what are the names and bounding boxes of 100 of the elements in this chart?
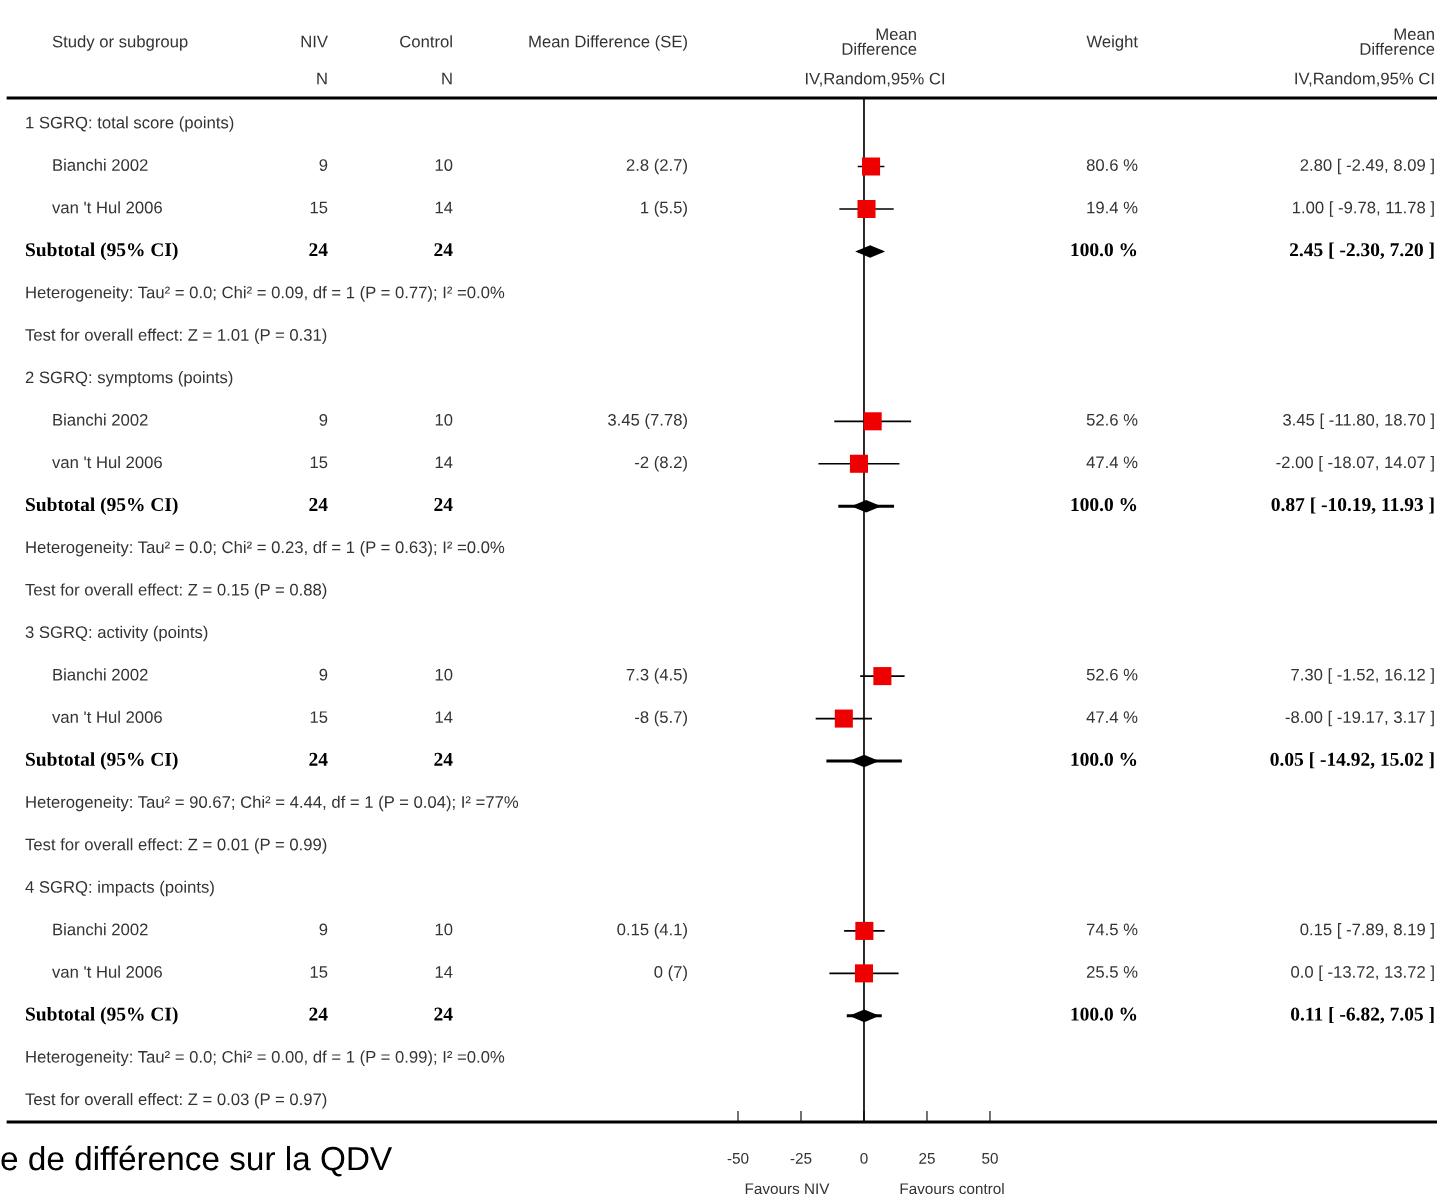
annotation: Subtotal (95% CI) <box>26 242 178 261</box>
annotation: 10 <box>435 159 453 171</box>
annotation: Subtotal (95% CI) <box>26 497 178 516</box>
annotation: 9 <box>319 413 328 426</box>
annotation: 24 <box>434 498 453 511</box>
annotation: 0.0 [ -13.72, 13.72 ] <box>1291 965 1434 982</box>
annotation: Test for overall effect: Z = 1.01 (P = 0.31) <box>25 328 327 345</box>
annotation: 74.5 % <box>1086 923 1138 936</box>
annotation: 0.11 [ -6.82, 7.05 ] <box>1291 1006 1434 1024</box>
annotation: -8 (5.7) <box>635 710 687 727</box>
text: e de différence sur la QDV <box>1 1145 393 1177</box>
point <box>849 454 868 473</box>
text: Mean Difference <box>1360 28 1435 55</box>
annotation: 24 <box>309 243 328 257</box>
annotation: 25.5 % <box>1086 966 1138 978</box>
annotation: 80.6 % <box>1086 159 1138 171</box>
annotation: 15 <box>310 711 328 724</box>
annotation: 0.15 (4.1) <box>617 923 687 939</box>
x-tick-label: 25 <box>919 1152 935 1164</box>
annotation: 15 <box>310 456 328 469</box>
annotation: 2 SGRQ: symptoms (points) <box>25 371 233 387</box>
annotation: 100.0 % <box>1071 752 1137 766</box>
annotation: 2.45 [ -2.30, 7.20 ] <box>1290 242 1434 260</box>
annotation: -2.00 [ -18.07, 14.07 ] <box>1276 455 1434 472</box>
annotation: Test for overall effect: Z = 0.03 (P = 0.97) <box>25 1092 327 1109</box>
text: N <box>317 72 327 85</box>
annotation: Heterogeneity: Tau² = 0.0; Chi² = 0.09, df = 1 (P = 0.77); I² =0.0% <box>26 286 505 302</box>
annotation: 7.30 [ -1.52, 16.12 ] <box>1291 668 1434 684</box>
annotation: 14 <box>435 456 453 469</box>
point <box>854 964 874 983</box>
annotation: 47.4 % <box>1086 456 1138 469</box>
point <box>873 667 892 686</box>
annotation: Heterogeneity: Tau² = 90.67; Chi² = 4.44, df = 1 (P = 0.04); I² =77% <box>26 795 519 812</box>
annotation: Bianchi 2002 <box>53 923 148 936</box>
text: IV,Random,95% CI <box>1295 72 1434 87</box>
point <box>862 157 881 176</box>
annotation: 0.87 [ -10.19, 11.93 ] <box>1271 497 1434 514</box>
annotation: Heterogeneity: Tau² = 0.0; Chi² = 0.23, df = 1 (P = 0.63); I² =0.0% <box>26 540 505 557</box>
annotation: 47.4 % <box>1086 711 1138 723</box>
annotation: 7.3 (4.5) <box>626 668 687 684</box>
annotation: 1 SGRQ: total score (points) <box>26 116 234 132</box>
chart-subtitle: IV,Random,95% CI <box>805 72 945 87</box>
annotation: 1 (5.5) <box>641 201 687 217</box>
annotation: 100.0 % <box>1071 1007 1137 1021</box>
annotation: Heterogeneity: Tau² = 0.0; Chi² = 0.00, df = 1 (P = 0.99); I² =0.0% <box>26 1050 505 1067</box>
annotation: 0.05 [ -14.92, 15.02 ] <box>1270 752 1434 769</box>
annotation: 100.0 % <box>1071 497 1137 512</box>
x-tick-label: -25 <box>790 1152 812 1164</box>
annotation: 15 <box>310 201 328 214</box>
annotation: -2 (8.2) <box>635 455 687 472</box>
point <box>863 412 882 431</box>
annotation: 14 <box>435 966 453 978</box>
annotation: 0 (7) <box>654 965 687 982</box>
chart-title: Mean Difference <box>842 28 917 55</box>
annotation: 24 <box>434 1007 453 1021</box>
annotation: 19.4 % <box>1087 201 1138 214</box>
x-tick-label: 0 <box>860 1152 868 1164</box>
annotation: van 't Hul 2006 <box>52 710 162 724</box>
annotation: 100.0 % <box>1071 243 1137 257</box>
point <box>857 199 876 218</box>
text: Mean Difference (SE) <box>529 35 687 51</box>
annotation: Bianchi 2002 <box>53 668 148 681</box>
text: Favours control <box>900 1182 1004 1195</box>
annotation: 52.6 % <box>1086 413 1138 426</box>
annotation: 2.8 (2.7) <box>626 158 687 175</box>
point <box>834 709 853 728</box>
annotation: 2.80 [ -2.49, 8.09 ] <box>1300 158 1434 175</box>
text: Control <box>400 35 452 48</box>
annotation: 1.00 [ -9.78, 11.78 ] <box>1292 201 1434 217</box>
annotation: 10 <box>435 923 453 936</box>
annotation: 24 <box>309 1007 328 1021</box>
annotation: Test for overall effect: Z = 0.15 (P = 0.88) <box>25 583 327 599</box>
annotation: van 't Hul 2006 <box>52 965 162 978</box>
annotation: 3.45 [ -11.80, 18.70 ] <box>1283 413 1434 430</box>
annotation: 10 <box>435 668 453 681</box>
annotation: Bianchi 2002 <box>53 413 148 426</box>
annotation: 4 SGRQ: impacts (points) <box>25 880 214 897</box>
annotation: 9 <box>319 923 328 936</box>
annotation: 15 <box>310 966 328 978</box>
annotation: 10 <box>435 413 453 426</box>
text: N <box>442 72 452 85</box>
annotation: Subtotal (95% CI) <box>26 752 178 770</box>
annotation: 52.6 % <box>1086 668 1138 681</box>
annotation: Bianchi 2002 <box>53 158 148 171</box>
text: Favours NIV <box>745 1183 830 1195</box>
annotation: 0.15 [ -7.89, 8.19 ] <box>1300 923 1434 939</box>
annotation: Subtotal (95% CI) <box>26 1006 178 1025</box>
text: Weight <box>1086 35 1138 51</box>
annotation: 24 <box>309 498 328 511</box>
annotation: 3 SGRQ: activity (points) <box>25 625 208 642</box>
annotation: -8.00 [ -19.17, 3.17 ] <box>1285 710 1434 727</box>
text: Study or subgroup <box>52 35 188 51</box>
annotation: Test for overall effect: Z = 0.01 (P = 0.99) <box>25 838 327 854</box>
point <box>855 921 874 940</box>
text: NIV <box>301 35 328 48</box>
x-tick-label: 50 <box>982 1152 998 1164</box>
annotation: 24 <box>434 752 453 766</box>
annotation: van 't Hul 2006 <box>52 201 162 214</box>
annotation: 14 <box>435 711 453 723</box>
annotation: 14 <box>435 201 453 214</box>
